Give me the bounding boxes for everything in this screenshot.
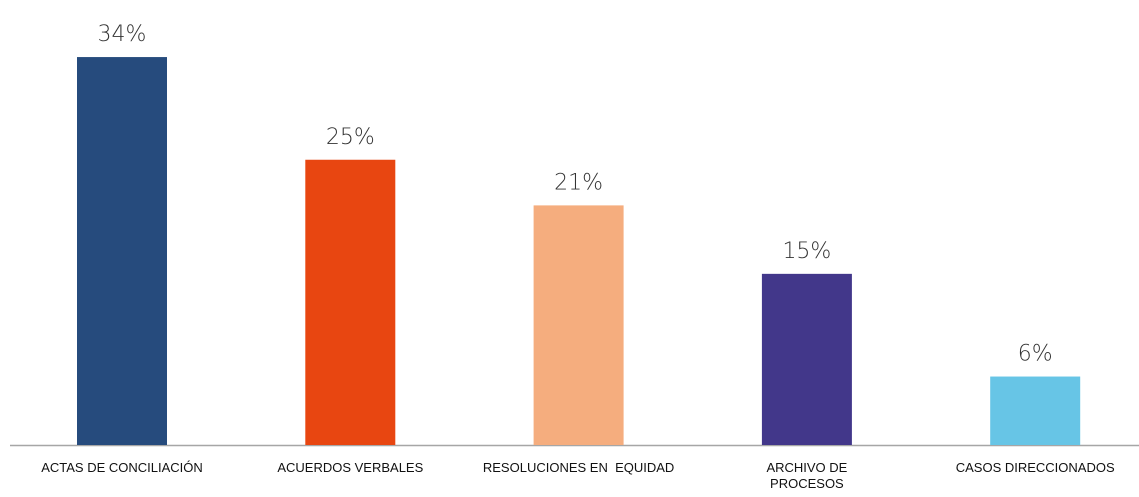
value-label: 25% <box>326 125 375 150</box>
bar <box>761 273 852 445</box>
x-tick-label: ACTAS DE CONCILIACIÓN <box>41 460 203 475</box>
value-label: 21% <box>554 170 603 195</box>
bar <box>305 159 396 445</box>
value-label: 15% <box>782 239 831 264</box>
x-tick-label: ARCHIVO DE PROCESOS <box>766 460 851 491</box>
value-label: 34% <box>98 22 147 47</box>
x-tick-label: ACUERDOS VERBALES <box>277 460 424 475</box>
x-tick-label: CASOS DIRECCIONADOS <box>955 460 1115 475</box>
value-label: 6% <box>1018 342 1053 367</box>
bar <box>77 57 167 446</box>
x-tick-label: RESOLUCIONES EN EQUIDAD <box>482 460 675 475</box>
bar <box>990 376 1081 445</box>
bar <box>533 205 624 445</box>
